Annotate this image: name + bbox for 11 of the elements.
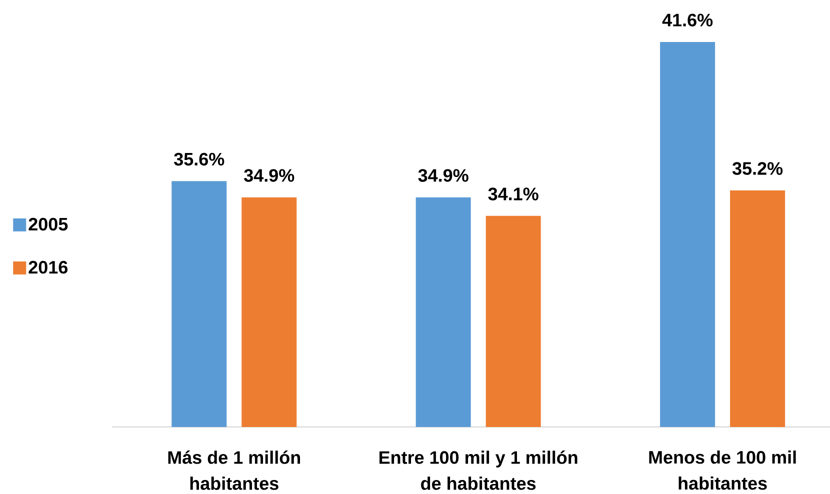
- data-label: 41.6%: [662, 14, 713, 26]
- data-label: 34.9%: [244, 169, 294, 182]
- legend-label: 2005: [28, 218, 68, 231]
- x-tick-label: Entre 100 mil y 1 millón de habitantes: [380, 450, 578, 490]
- x-tick-label: Más de 1 millón habitantes: [168, 450, 300, 490]
- legend-label: 2016: [28, 260, 68, 274]
- x-tick-label: Menos de 100 mil habitantes: [649, 450, 796, 490]
- data-label: 35.2%: [732, 162, 783, 175]
- data-label: 34.1%: [488, 188, 538, 200]
- data-label: 35.6%: [174, 152, 224, 166]
- data-label: 34.9%: [418, 169, 468, 182]
